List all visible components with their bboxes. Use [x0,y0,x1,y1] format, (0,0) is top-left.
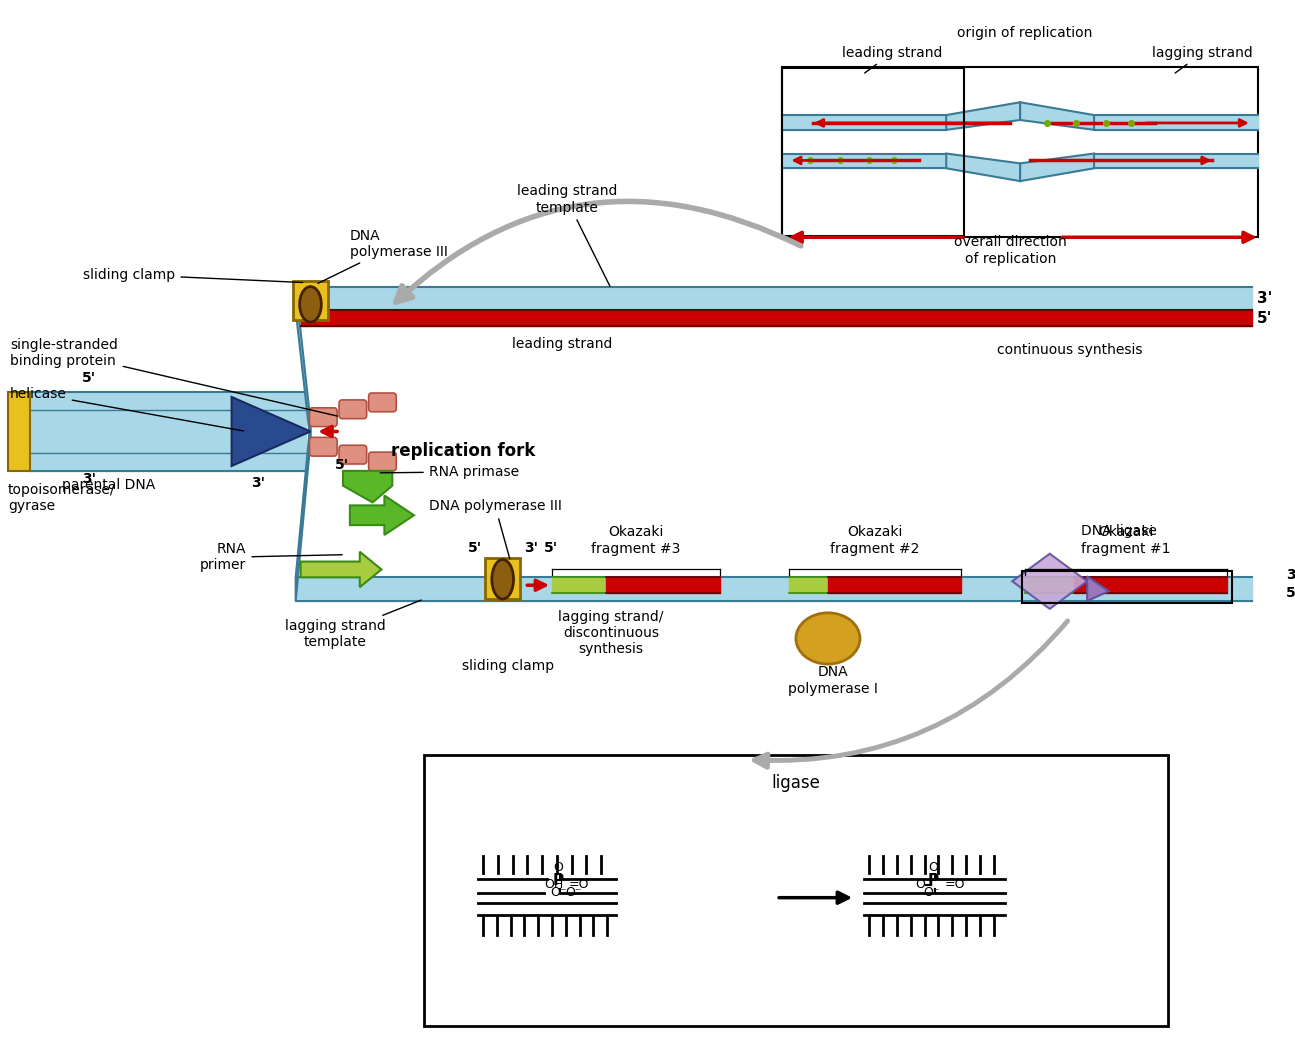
FancyBboxPatch shape [310,408,337,427]
Text: 5': 5' [82,371,96,385]
Text: topoisomerase/
gyrase: topoisomerase/ gyrase [8,483,115,513]
Polygon shape [1013,553,1088,609]
Text: 3': 3' [82,471,96,486]
Text: sliding clamp: sliding clamp [461,659,554,674]
Text: lagging strand: lagging strand [1153,46,1252,73]
Polygon shape [295,421,311,601]
Text: 5': 5' [469,541,482,554]
Text: O⁻: O⁻ [550,885,566,899]
Polygon shape [484,558,521,599]
Text: overall direction
of replication: overall direction of replication [954,235,1067,266]
Text: 5': 5' [544,541,558,554]
Ellipse shape [299,286,321,322]
Text: ligase: ligase [772,775,820,793]
Text: leading strand: leading strand [842,46,943,73]
FancyBboxPatch shape [339,445,366,464]
Bar [1022,571,1232,603]
Bar [782,68,963,236]
Text: O⁻: O⁻ [923,885,940,899]
Text: sliding clamp: sliding clamp [83,268,303,283]
Text: P: P [927,872,939,887]
Text: DNA ligase: DNA ligase [1081,523,1156,538]
Text: DNA polymerase III: DNA polymerase III [429,499,562,559]
Polygon shape [1020,153,1094,181]
Bar [782,67,1257,237]
Text: Okazaki
fragment #2: Okazaki fragment #2 [830,526,919,555]
Text: origin of replication: origin of replication [957,27,1093,40]
Polygon shape [295,286,311,442]
Polygon shape [343,471,392,502]
Bar [8,392,30,471]
FancyBboxPatch shape [369,452,396,471]
Text: lagging strand/
discontinuous
synthesis: lagging strand/ discontinuous synthesis [558,610,664,656]
Polygon shape [947,153,1020,181]
Text: DNA
polymerase I: DNA polymerase I [787,665,878,696]
Text: 3': 3' [524,541,539,554]
Text: 5': 5' [1256,311,1272,326]
Text: leading strand
template: leading strand template [517,184,616,286]
Text: replication fork: replication fork [391,443,535,460]
Polygon shape [232,397,311,466]
Text: DNA
polymerase III: DNA polymerase III [317,229,448,283]
Text: P: P [552,872,563,887]
Polygon shape [1020,102,1094,130]
Text: Okazaki
fragment #1: Okazaki fragment #1 [1081,526,1171,555]
Polygon shape [300,552,382,587]
Text: O⁻: O⁻ [565,885,581,899]
Text: continuous synthesis: continuous synthesis [997,343,1142,356]
Text: =O: =O [569,879,589,892]
Text: 5': 5' [335,458,350,472]
Text: lagging strand
template: lagging strand template [285,600,421,649]
Polygon shape [1088,577,1109,601]
Text: OH: OH [544,879,563,892]
Text: 3': 3' [1286,568,1295,582]
Ellipse shape [492,560,514,599]
Bar [423,754,1168,1026]
Text: parental DNA: parental DNA [62,478,155,492]
Polygon shape [350,496,414,535]
Text: single-stranded
binding protein: single-stranded binding protein [10,337,337,416]
Text: Okazaki
fragment #3: Okazaki fragment #3 [591,526,680,555]
Text: RNA
primer: RNA primer [201,543,342,572]
FancyBboxPatch shape [339,400,366,418]
Text: O–: O– [916,879,932,892]
Text: helicase: helicase [10,387,243,431]
Text: 5': 5' [1286,586,1295,600]
Polygon shape [947,102,1020,130]
Text: O: O [553,861,563,874]
Text: 3': 3' [1256,290,1272,306]
FancyBboxPatch shape [310,437,337,456]
Ellipse shape [796,613,860,664]
FancyBboxPatch shape [369,393,396,412]
Text: 3': 3' [251,476,265,489]
Polygon shape [293,281,328,320]
Text: =O: =O [944,879,965,892]
Text: leading strand: leading strand [512,336,613,351]
Text: RNA primase: RNA primase [381,465,519,479]
Text: O: O [929,861,939,874]
